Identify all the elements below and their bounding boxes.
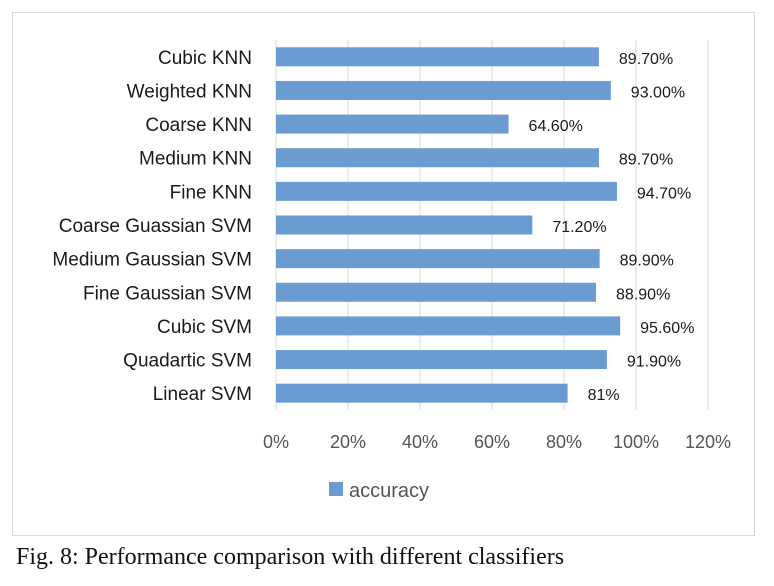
category-label: Medium Gaussian SVM: [52, 250, 252, 271]
bar: [276, 114, 509, 134]
data-label: 94.70%: [637, 185, 691, 202]
bar: [276, 316, 621, 336]
category-label: Quadartic SVM: [123, 351, 252, 372]
category-label: Fine KNN: [170, 182, 252, 203]
x-tick-label: 120%: [685, 432, 731, 452]
bar: [276, 80, 611, 100]
bar: [276, 215, 533, 235]
bar: [276, 383, 568, 403]
accuracy-bar-chart: 0% 20% 40% 60% 80% 100% 120% Cubic KNN 89.70% Wei…: [52, 40, 731, 502]
data-label: 88.90%: [616, 286, 670, 303]
legend-label: accuracy: [349, 480, 429, 502]
bar: [276, 47, 599, 67]
data-label: 91.90%: [627, 354, 681, 371]
data-label: 89.90%: [620, 253, 674, 270]
x-tick-label: 80%: [546, 432, 582, 452]
category-label: Coarse KNN: [145, 115, 252, 136]
figure-caption: Fig. 8: Performance comparison with diff…: [16, 544, 565, 570]
category-label: Medium KNN: [139, 149, 252, 170]
data-label: 71.20%: [552, 219, 606, 236]
data-label: 81%: [588, 387, 620, 404]
category-label: Coarse Guassian SVM: [59, 216, 252, 237]
x-tick-label: 20%: [330, 432, 366, 452]
bar: [276, 148, 599, 168]
category-label: Weighted KNN: [127, 81, 252, 102]
category-label: Fine Gaussian SVM: [83, 283, 252, 304]
bar: [276, 249, 600, 269]
x-tick-label: 100%: [613, 432, 659, 452]
bar: [276, 282, 597, 302]
data-label: 89.70%: [619, 51, 673, 68]
category-label: Cubic KNN: [158, 48, 252, 69]
data-label: 64.60%: [529, 118, 583, 135]
bar: [276, 181, 617, 201]
x-tick-label: 40%: [402, 432, 438, 452]
x-tick-label: 60%: [474, 432, 510, 452]
data-label: 89.70%: [619, 152, 673, 169]
category-label: Linear SVM: [153, 384, 252, 405]
data-label: 95.60%: [640, 320, 694, 337]
category-label: Cubic SVM: [157, 317, 252, 338]
data-label: 93.00%: [631, 84, 685, 101]
legend-swatch: [329, 482, 343, 496]
bar: [276, 350, 607, 370]
x-tick-label: 0%: [263, 432, 289, 452]
